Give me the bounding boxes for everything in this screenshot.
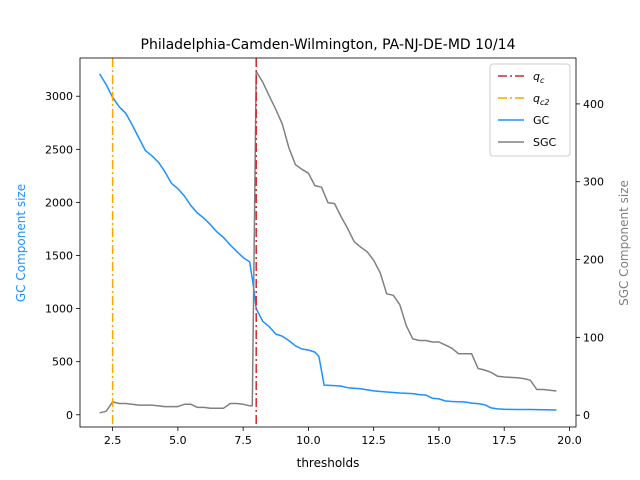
- x-tick-label: 15.0: [427, 434, 452, 447]
- y-left-tick-label: 1000: [45, 303, 73, 316]
- y-right-tick-label: 100: [583, 331, 604, 344]
- legend-label-qc2: qc2: [533, 92, 549, 107]
- y-left-tick-label: 3000: [45, 90, 73, 103]
- x-tick-label: 7.5: [234, 434, 252, 447]
- legend-label-sgc: SGC: [533, 136, 557, 149]
- legend-label-gc: GC: [533, 114, 550, 127]
- y-axis-left-label: GC Component size: [14, 184, 28, 302]
- y-left-tick-label: 0: [66, 409, 73, 422]
- x-tick-label: 12.5: [361, 434, 386, 447]
- legend-box: [489, 63, 571, 157]
- y-right-tick-label: 300: [583, 176, 604, 189]
- chart-title: Philadelphia-Camden-Wilmington, PA-NJ-DE…: [141, 37, 516, 53]
- y-left-tick-label: 2000: [45, 196, 73, 209]
- x-tick-label: 20.0: [557, 434, 582, 447]
- y-axis-right-label: SGC Component size: [617, 180, 631, 306]
- plot-area: 2.5 5.0 7.5 10.0 12.5 15.0 17.5 20.005001000150…: [45, 57, 604, 447]
- y-right-tick-label: 400: [583, 98, 604, 111]
- plot-frame: [79, 57, 577, 428]
- x-tick-label: 5.0: [169, 434, 187, 447]
- y-left-tick-label: 500: [52, 356, 73, 369]
- y-left-tick-label: 2500: [45, 143, 73, 156]
- x-tick-label: 17.5: [492, 434, 517, 447]
- x-tick-label: 10.0: [296, 434, 321, 447]
- legend: qc qc2 GC SGC: [489, 63, 571, 157]
- series-line-sgc: [99, 70, 557, 414]
- x-tick-label: 2.5: [104, 434, 122, 447]
- series-line-gc: [98, 73, 557, 411]
- y-right-tick-label: 200: [583, 254, 604, 267]
- y-left-tick-label: 1500: [45, 250, 73, 263]
- y-right-tick-label: 0: [583, 409, 590, 422]
- x-axis-label: thresholds: [297, 456, 360, 470]
- legend-label-qc: qc: [533, 70, 545, 85]
